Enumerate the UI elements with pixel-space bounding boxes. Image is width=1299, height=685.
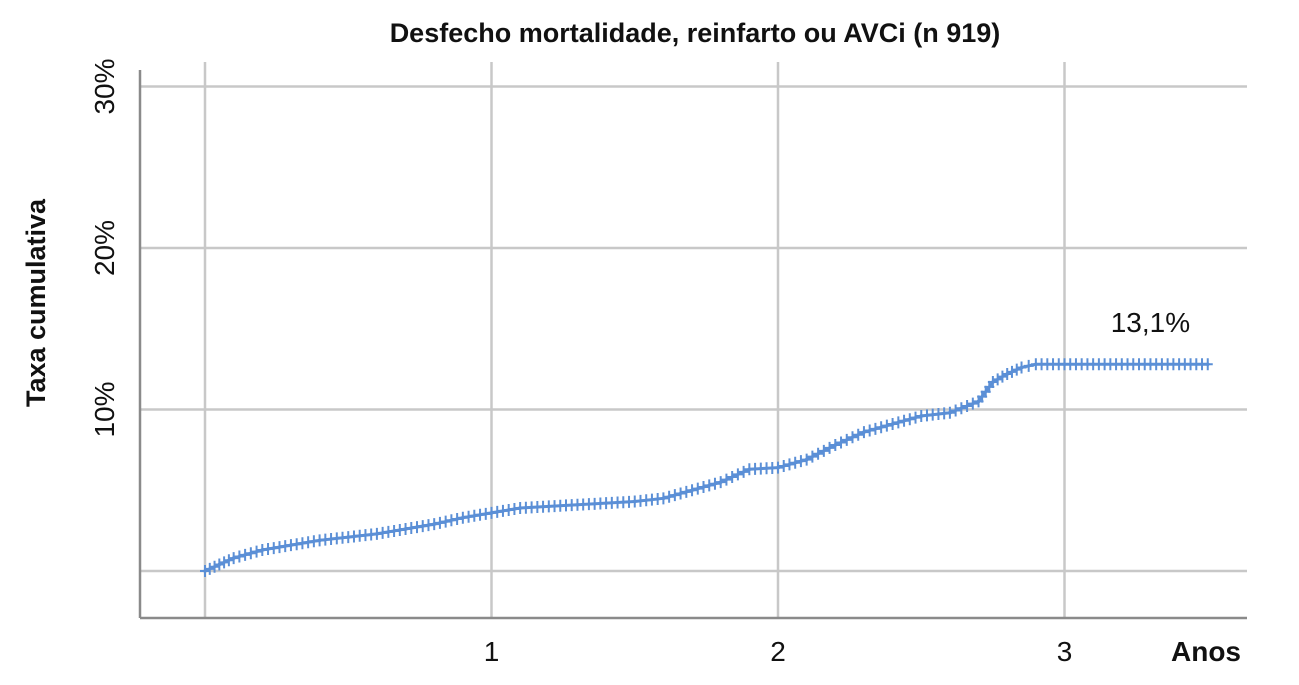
data-point [403, 527, 408, 531]
annotations: 13,1% [1111, 307, 1190, 338]
data-series [200, 358, 1213, 577]
data-point [1120, 362, 1124, 367]
data-point [690, 488, 694, 493]
data-point [747, 467, 752, 472]
data-point [862, 430, 866, 434]
data-point [1148, 362, 1153, 367]
data-point [375, 532, 379, 536]
data-point [231, 556, 236, 560]
y-tick-label: 10% [89, 381, 120, 437]
data-point [289, 543, 293, 547]
data-point [1034, 362, 1038, 367]
data-point [804, 457, 809, 462]
x-axis-label: Anos [1171, 636, 1241, 667]
y-tick-label: 20% [89, 220, 120, 276]
data-point [203, 569, 207, 573]
data-point [489, 511, 494, 515]
gridlines [140, 62, 1247, 618]
data-point [919, 414, 924, 418]
y-tick-label: 30% [89, 58, 120, 114]
data-point [518, 506, 522, 510]
data-point [432, 522, 437, 526]
data-point [461, 515, 465, 520]
tick-labels: 1 2 3 10% 20% 30% [89, 58, 1072, 667]
final-rate-label: 13,1% [1111, 307, 1190, 338]
data-point [260, 548, 265, 552]
censor-markers [200, 358, 1213, 577]
data-point [575, 502, 580, 507]
data-point [1019, 365, 1024, 370]
axes [138, 70, 1247, 620]
data-point [948, 410, 952, 415]
y-axis-label: Taxa cumulativa [21, 198, 51, 407]
data-point [547, 504, 551, 509]
data-point [346, 535, 351, 539]
data-point [1205, 362, 1210, 367]
data-point [661, 496, 666, 501]
data-point [1062, 362, 1067, 367]
data-point [890, 422, 895, 426]
x-tick-label: 1 [484, 636, 500, 667]
data-point [1005, 372, 1009, 376]
data-point [976, 399, 981, 404]
series-line [204, 362, 1208, 573]
x-tick-label: 2 [770, 636, 786, 667]
data-point [317, 538, 322, 543]
data-point [1091, 362, 1095, 367]
chart-title: Desfecho mortalidade, reinfarto ou AVCi … [390, 18, 1001, 48]
x-tick-label: 3 [1057, 636, 1073, 667]
data-point [718, 480, 723, 484]
data-point [776, 465, 780, 470]
data-point [833, 443, 838, 447]
data-point [632, 499, 637, 504]
data-point [991, 380, 995, 384]
data-point [217, 562, 222, 567]
data-point [604, 501, 608, 505]
